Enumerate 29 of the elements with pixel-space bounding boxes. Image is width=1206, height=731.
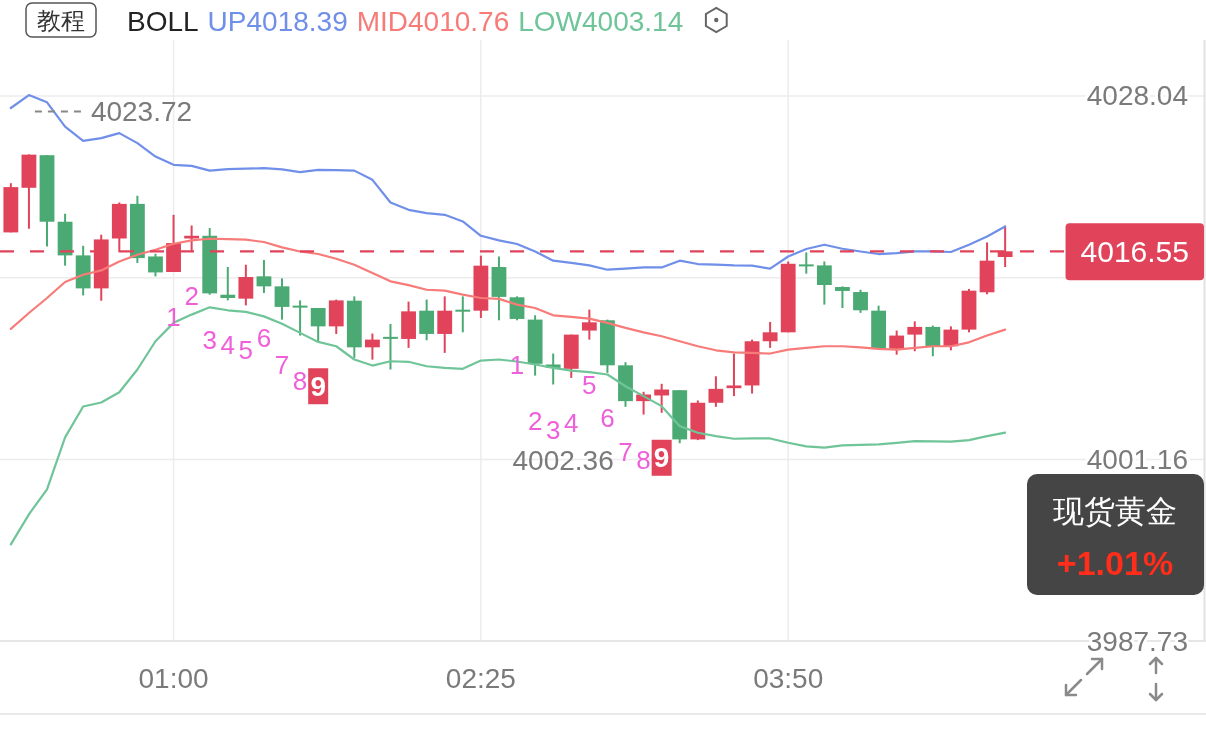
y-tick-label: 3987.73 <box>1086 625 1188 657</box>
annotation: 2 <box>184 281 199 312</box>
y-tick-label: 4028.04 <box>1086 80 1188 112</box>
annotation: 4 <box>220 330 236 361</box>
x-tick-label: 02:25 <box>445 662 516 694</box>
y-tick-label: 4001.16 <box>1086 443 1188 475</box>
price-tag: 4016.55 <box>1065 223 1204 281</box>
legend: BOLL UP4018.39 MID4010.76 LOW4003.14 <box>127 5 684 37</box>
button: 教程 <box>25 2 97 38</box>
x-tick-label: 01:00 <box>138 662 209 694</box>
annotation: 4 <box>564 407 579 438</box>
extreme-label: 4023.72 <box>33 95 193 127</box>
annotation: 2 <box>527 405 543 436</box>
extreme-label: 4002.36 <box>512 444 614 476</box>
annotation: 3 <box>545 414 561 445</box>
annotation: 7 <box>618 436 633 467</box>
annotation: 5 <box>238 335 254 366</box>
annotation: 5 <box>582 369 597 400</box>
annotation: 6 <box>600 402 615 433</box>
badge: 现货黄金 +1.01% <box>1027 474 1204 595</box>
annotation: 8 <box>292 365 308 396</box>
annotation: 4016.55 <box>1080 234 1189 268</box>
annotation: 7 <box>274 349 290 380</box>
annotation: 4023.72 <box>90 95 193 127</box>
td-count: 9 <box>308 368 329 405</box>
annotation: 6 <box>256 322 272 353</box>
annotation: 3 <box>202 324 217 355</box>
x-tick-label: 03:50 <box>753 662 824 694</box>
annotation: 8 <box>636 444 651 475</box>
